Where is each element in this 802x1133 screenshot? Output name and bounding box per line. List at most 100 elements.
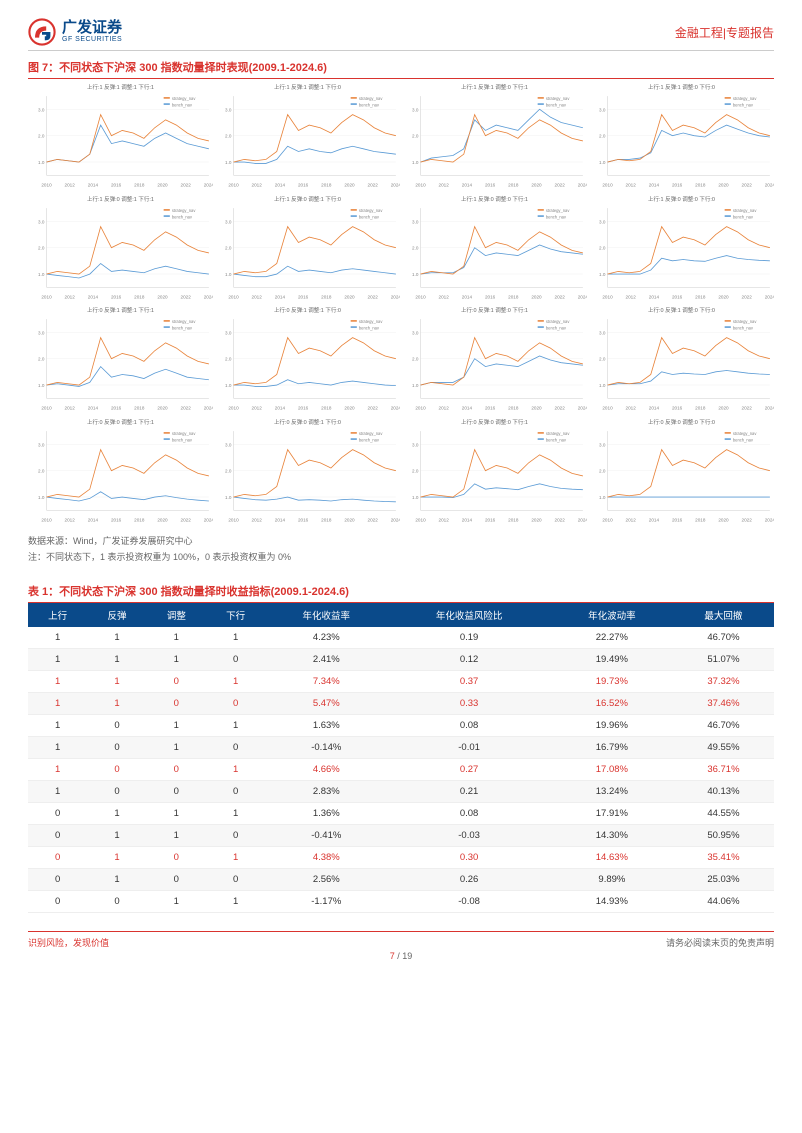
- svg-text:2.0: 2.0: [225, 134, 232, 139]
- mini-chart: 上行:0 反弹:0 调整:0 下行:1 1.02.03.0 2010201220…: [402, 418, 587, 528]
- svg-text:2012: 2012: [65, 406, 76, 411]
- svg-text:2010: 2010: [415, 517, 426, 522]
- table-cell: 14.30%: [551, 824, 673, 846]
- svg-text:2012: 2012: [626, 406, 637, 411]
- svg-text:2024: 2024: [391, 294, 400, 299]
- svg-text:2020: 2020: [718, 406, 729, 411]
- svg-text:2016: 2016: [672, 406, 683, 411]
- svg-text:2010: 2010: [415, 294, 426, 299]
- svg-text:2016: 2016: [298, 517, 309, 522]
- svg-text:3.0: 3.0: [38, 331, 45, 336]
- mini-chart: 上行:1 反弹:0 调整:1 下行:1 1.02.03.0 2010201220…: [28, 195, 213, 305]
- table-cell: 0.08: [387, 802, 551, 824]
- table-row: 11017.34%0.3719.73%37.32%: [28, 670, 774, 692]
- figure-note: 注：不同状态下，1 表示投资权重为 100%，0 表示投资权重为 0%: [28, 550, 774, 563]
- table-cell: 1: [87, 670, 146, 692]
- table-cell: 0.19: [387, 627, 551, 649]
- table-cell: 1: [87, 846, 146, 868]
- table-cell: 0.37: [387, 670, 551, 692]
- chart-grid: 上行:1 反弹:1 调整:1 下行:1 1.02.03.0 2010201220…: [28, 83, 774, 528]
- svg-text:2020: 2020: [344, 183, 355, 188]
- table-cell: 0: [147, 846, 206, 868]
- svg-text:2018: 2018: [321, 183, 332, 188]
- svg-text:bench_nav: bench_nav: [733, 102, 754, 107]
- svg-text:2016: 2016: [298, 183, 309, 188]
- table-cell: 0: [28, 846, 87, 868]
- svg-text:2.0: 2.0: [412, 469, 419, 474]
- svg-text:1.0: 1.0: [412, 495, 419, 500]
- table-cell: 1: [87, 802, 146, 824]
- table-cell: 7.34%: [265, 670, 387, 692]
- svg-text:bench_nav: bench_nav: [172, 214, 193, 219]
- svg-text:1.0: 1.0: [225, 495, 232, 500]
- svg-text:2.0: 2.0: [225, 245, 232, 250]
- table-cell: 1: [147, 627, 206, 649]
- table-cell: 51.07%: [673, 648, 774, 670]
- svg-text:1.0: 1.0: [599, 383, 606, 388]
- table-cell: 50.95%: [673, 824, 774, 846]
- svg-text:2024: 2024: [391, 183, 400, 188]
- svg-text:2014: 2014: [649, 294, 660, 299]
- table-cell: 0: [147, 670, 206, 692]
- svg-text:2010: 2010: [602, 406, 613, 411]
- svg-text:1.0: 1.0: [225, 383, 232, 388]
- svg-text:2020: 2020: [157, 406, 168, 411]
- table-cell: 0: [147, 692, 206, 714]
- svg-text:1.0: 1.0: [38, 495, 45, 500]
- svg-text:2.0: 2.0: [412, 357, 419, 362]
- svg-text:strategy_nav: strategy_nav: [359, 319, 383, 324]
- svg-text:2024: 2024: [391, 406, 400, 411]
- svg-text:2020: 2020: [718, 183, 729, 188]
- svg-text:3.0: 3.0: [599, 331, 606, 336]
- svg-text:2024: 2024: [391, 517, 400, 522]
- svg-text:3.0: 3.0: [412, 442, 419, 447]
- table-cell: 0: [28, 890, 87, 912]
- table-row: 01014.38%0.3014.63%35.41%: [28, 846, 774, 868]
- svg-text:2010: 2010: [602, 517, 613, 522]
- table-cell: 0.33: [387, 692, 551, 714]
- table-cell: 1: [147, 824, 206, 846]
- mini-chart-title: 上行:0 反弹:1 调整:1 下行:1: [28, 306, 213, 314]
- svg-text:2020: 2020: [344, 406, 355, 411]
- svg-text:2022: 2022: [555, 183, 566, 188]
- svg-text:2012: 2012: [626, 517, 637, 522]
- mini-chart: 上行:1 反弹:1 调整:1 下行:0 1.02.03.0 2010201220…: [215, 83, 400, 193]
- table-col-header: 年化收益率: [265, 603, 387, 627]
- table-cell: 1: [28, 736, 87, 758]
- svg-text:1.0: 1.0: [38, 272, 45, 277]
- table-cell: 40.13%: [673, 780, 774, 802]
- table-col-header: 年化波动率: [551, 603, 673, 627]
- svg-text:2024: 2024: [578, 294, 587, 299]
- svg-text:bench_nav: bench_nav: [359, 102, 380, 107]
- figure-title: 图 7：不同状态下沪深 300 指数动量择时表现(2009.1-2024.6): [28, 57, 774, 79]
- mini-chart: 上行:0 反弹:0 调整:0 下行:0 1.02.03.0 2010201220…: [589, 418, 774, 528]
- svg-text:2020: 2020: [531, 183, 542, 188]
- svg-text:strategy_nav: strategy_nav: [733, 208, 757, 213]
- svg-text:3.0: 3.0: [412, 219, 419, 224]
- mini-chart-title: 上行:0 反弹:0 调整:1 下行:1: [28, 418, 213, 426]
- svg-text:2012: 2012: [439, 294, 450, 299]
- svg-text:3.0: 3.0: [599, 107, 606, 112]
- svg-text:strategy_nav: strategy_nav: [546, 208, 570, 213]
- mini-chart: 上行:1 反弹:1 调整:1 下行:1 1.02.03.0 2010201220…: [28, 83, 213, 193]
- svg-text:2010: 2010: [228, 406, 239, 411]
- mini-chart: 上行:0 反弹:1 调整:0 下行:1 1.02.03.0 2010201220…: [402, 306, 587, 416]
- svg-text:strategy_nav: strategy_nav: [172, 96, 196, 101]
- svg-text:2022: 2022: [742, 406, 753, 411]
- table-cell: 1: [147, 714, 206, 736]
- svg-text:2020: 2020: [157, 294, 168, 299]
- svg-text:2022: 2022: [181, 517, 192, 522]
- table-row: 01111.36%0.0817.91%44.55%: [28, 802, 774, 824]
- svg-text:2020: 2020: [531, 294, 542, 299]
- table-row: 10014.66%0.2717.08%36.71%: [28, 758, 774, 780]
- svg-text:2012: 2012: [439, 183, 450, 188]
- svg-text:1.0: 1.0: [412, 272, 419, 277]
- table-cell: 9.89%: [551, 868, 673, 890]
- svg-text:3.0: 3.0: [225, 442, 232, 447]
- svg-text:2014: 2014: [462, 183, 473, 188]
- svg-text:2022: 2022: [368, 517, 379, 522]
- svg-text:2010: 2010: [41, 406, 52, 411]
- svg-text:2024: 2024: [578, 406, 587, 411]
- svg-text:1.0: 1.0: [38, 383, 45, 388]
- svg-text:2018: 2018: [134, 517, 145, 522]
